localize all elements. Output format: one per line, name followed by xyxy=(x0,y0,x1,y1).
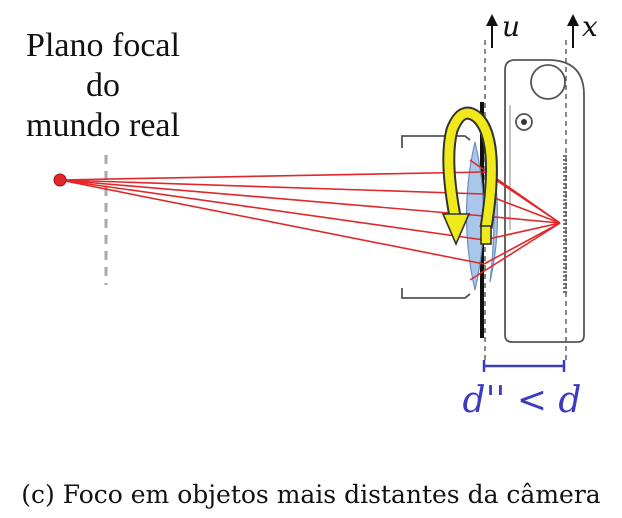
distance-indicator xyxy=(482,360,566,372)
world-focal-plane-label: Plano focal do mundo real xyxy=(26,27,180,144)
figure-caption: (c) Foco em objetos mais distantes da câ… xyxy=(21,480,601,509)
label-line-2: do xyxy=(86,67,120,104)
distance-label: d'' < d xyxy=(463,380,582,421)
object-point xyxy=(53,173,67,187)
label-line-3: mundo real xyxy=(26,107,180,144)
label-line-1: Plano focal xyxy=(26,27,180,64)
axis-u: u xyxy=(486,10,520,48)
focus-rotation-arrow xyxy=(441,106,498,247)
lens-barrel-top xyxy=(401,135,471,148)
camera-body-outline xyxy=(504,59,585,343)
camera-dial-icon xyxy=(530,64,566,100)
light-rays xyxy=(59,159,561,281)
axis-x-label: x xyxy=(582,10,598,43)
axis-u-label: u xyxy=(502,10,520,43)
camera-body xyxy=(401,59,585,343)
camera-button-icon xyxy=(515,113,533,131)
axis-x: x xyxy=(567,10,598,48)
lens-barrel-bottom xyxy=(401,288,471,299)
